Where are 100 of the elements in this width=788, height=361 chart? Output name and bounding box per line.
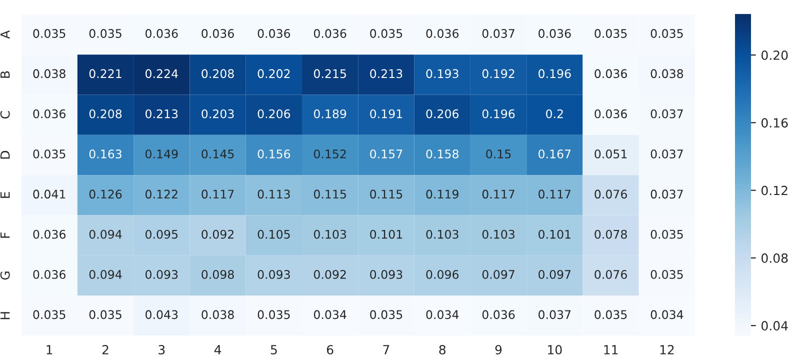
data-label: 0.119 xyxy=(426,190,458,199)
data-label: 0.192 xyxy=(482,69,514,78)
data-label: 0.193 xyxy=(426,69,458,78)
data-label: 0.215 xyxy=(314,69,346,78)
data-label: 0.035 xyxy=(370,29,402,38)
data-label: 0.036 xyxy=(594,69,627,78)
x-tick-label: 12 xyxy=(660,344,674,354)
data-label: 0.2 xyxy=(546,109,563,118)
data-label: 0.036 xyxy=(202,29,234,38)
data-label: 0.036 xyxy=(594,109,627,118)
data-label: 0.035 xyxy=(370,310,402,320)
data-label: 0.117 xyxy=(482,190,514,199)
y-tick-label: F xyxy=(0,232,10,238)
data-label: 0.036 xyxy=(314,29,346,38)
x-tick-label: 10 xyxy=(548,344,562,354)
x-tick-label: 11 xyxy=(604,345,618,354)
data-label: 0.035 xyxy=(594,310,627,320)
data-label: 0.213 xyxy=(370,69,402,78)
data-label: 0.038 xyxy=(202,310,234,320)
data-label: 0.035 xyxy=(33,150,66,158)
data-label: 0.076 xyxy=(594,270,627,279)
data-label: 0.149 xyxy=(146,150,178,158)
data-label: 0.213 xyxy=(146,109,178,118)
data-label: 0.038 xyxy=(650,69,684,78)
data-label: 0.103 xyxy=(482,230,514,239)
data-label: 0.092 xyxy=(314,270,346,279)
data-label: 0.037 xyxy=(650,190,683,199)
data-label: 0.196 xyxy=(482,109,515,118)
data-label: 0.224 xyxy=(146,69,178,78)
data-label: 0.036 xyxy=(538,29,571,38)
data-label: 0.036 xyxy=(33,109,66,118)
data-label: 0.103 xyxy=(314,230,346,239)
data-label: 0.117 xyxy=(202,190,234,199)
data-label: 0.097 xyxy=(482,270,514,279)
data-label: 0.093 xyxy=(370,270,402,279)
data-label: 0.035 xyxy=(89,29,122,38)
data-label: 0.191 xyxy=(370,109,402,118)
data-label: 0.157 xyxy=(370,150,402,158)
y-tick-label: A xyxy=(0,30,10,39)
data-label: 0.117 xyxy=(538,190,571,199)
data-label: 0.093 xyxy=(146,270,178,279)
data-label: 0.037 xyxy=(650,150,683,158)
color-bar-label: 0.04 xyxy=(762,321,788,331)
data-label: 0.208 xyxy=(202,69,234,78)
data-label: 0.036 xyxy=(33,270,66,279)
y-tick-label: B xyxy=(0,71,10,78)
data-label: 0.035 xyxy=(33,29,66,38)
x-tick-label: 3 xyxy=(158,344,165,354)
data-label: 0.041 xyxy=(33,190,66,199)
color-bar-label: 0.20 xyxy=(762,50,788,60)
color-bar-label: 0.16 xyxy=(762,118,788,128)
data-label: 0.101 xyxy=(370,230,402,239)
data-label: 0.037 xyxy=(482,29,514,38)
data-label: 0.208 xyxy=(89,109,122,118)
y-tick-label: C xyxy=(0,111,10,119)
data-label: 0.037 xyxy=(538,310,571,320)
x-tick-label: 9 xyxy=(495,344,502,354)
data-label: 0.036 xyxy=(33,230,66,239)
x-tick-label: 2 xyxy=(102,344,108,354)
data-label: 0.152 xyxy=(314,150,346,158)
x-tick-label: 5 xyxy=(270,345,277,354)
data-label: 0.096 xyxy=(426,270,459,279)
color-bar-label: 0.08 xyxy=(762,253,788,263)
y-tick-label: E xyxy=(0,192,10,198)
data-label: 0.196 xyxy=(538,69,571,78)
data-label: 0.113 xyxy=(258,190,290,199)
data-label: 0.037 xyxy=(650,109,683,118)
x-tick-label: 1 xyxy=(46,345,52,354)
x-tick-label: 8 xyxy=(439,344,446,354)
data-label: 0.036 xyxy=(146,29,178,38)
color-bar-label: 0.12 xyxy=(762,186,788,196)
data-label: 0.105 xyxy=(258,230,290,239)
data-label: 0.189 xyxy=(314,109,346,118)
data-label: 0.126 xyxy=(89,190,122,199)
data-label: 0.095 xyxy=(146,230,178,239)
data-label: 0.167 xyxy=(538,150,571,158)
y-tick-label: H xyxy=(0,312,10,320)
data-label: 0.103 xyxy=(426,230,458,239)
x-tick-label: 6 xyxy=(326,344,334,354)
data-label: 0.158 xyxy=(426,150,458,158)
data-label: 0.145 xyxy=(202,150,234,158)
data-label: 0.035 xyxy=(594,29,627,38)
data-label: 0.163 xyxy=(89,150,122,158)
x-tick-label: 7 xyxy=(383,345,390,354)
data-label: 0.206 xyxy=(426,109,459,118)
data-label: 0.035 xyxy=(650,29,683,38)
data-label: 0.036 xyxy=(482,310,515,320)
data-label: 0.036 xyxy=(426,29,459,38)
data-label: 0.051 xyxy=(594,150,627,158)
y-tick-label: D xyxy=(0,150,10,159)
data-label: 0.093 xyxy=(258,270,290,279)
data-label: 0.098 xyxy=(202,270,234,279)
data-label: 0.156 xyxy=(258,150,290,158)
data-label: 0.202 xyxy=(258,69,290,78)
data-label: 0.115 xyxy=(314,190,346,199)
data-label: 0.038 xyxy=(33,69,66,78)
data-label: 0.122 xyxy=(146,190,178,199)
data-label: 0.035 xyxy=(650,230,683,239)
data-label: 0.094 xyxy=(89,230,122,239)
data-label: 0.094 xyxy=(89,270,122,279)
